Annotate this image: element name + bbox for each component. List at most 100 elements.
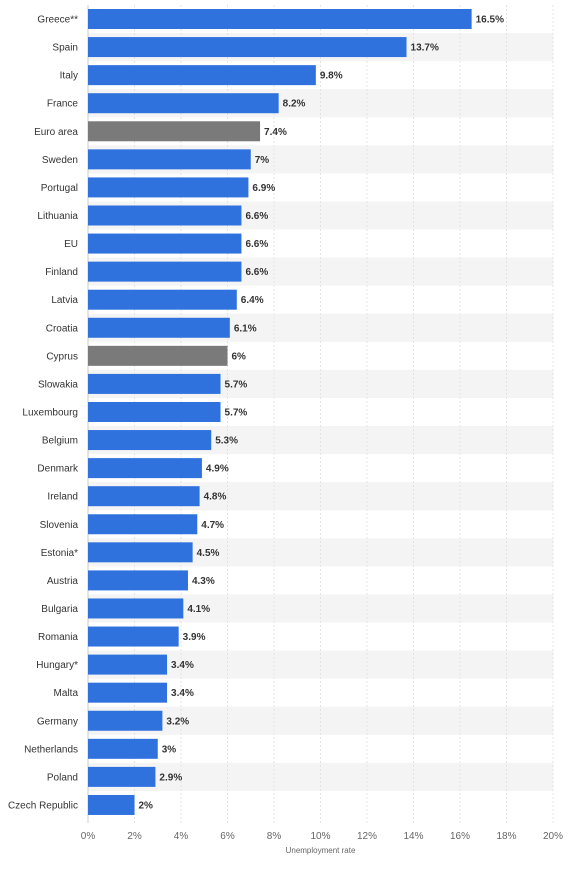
category-label: Denmark xyxy=(37,464,79,475)
x-tick-label: 10% xyxy=(310,831,330,842)
value-label: 4.8% xyxy=(204,492,227,503)
value-label: 6.1% xyxy=(234,323,257,334)
x-tick-label: 6% xyxy=(220,831,235,842)
value-label: 6.9% xyxy=(252,183,275,194)
category-label: Luxembourg xyxy=(22,407,78,418)
bar xyxy=(88,37,407,58)
value-label: 4.1% xyxy=(187,604,210,615)
category-label: Hungary* xyxy=(36,660,78,671)
bar xyxy=(88,710,163,731)
value-label: 6.6% xyxy=(245,267,268,278)
x-tick-label: 0% xyxy=(81,831,96,842)
category-label: Slowakia xyxy=(38,379,78,390)
bar xyxy=(88,289,237,310)
category-label: Belgium xyxy=(42,436,78,447)
value-label: 5.7% xyxy=(225,407,248,418)
category-label: Slovenia xyxy=(40,520,79,531)
value-label: 7.4% xyxy=(264,127,287,138)
value-label: 4.9% xyxy=(206,464,229,475)
value-label: 4.5% xyxy=(197,548,220,559)
bar xyxy=(88,177,249,198)
x-tick-label: 4% xyxy=(174,831,189,842)
bar xyxy=(88,149,251,170)
value-label: 6% xyxy=(232,351,247,362)
category-label: Sweden xyxy=(42,155,78,166)
value-label: 3.2% xyxy=(166,716,189,727)
category-label: Poland xyxy=(47,772,78,783)
category-label: Estonia* xyxy=(41,548,78,559)
category-label: France xyxy=(47,99,79,110)
x-axis-title: Unemployment rate xyxy=(286,846,356,855)
x-axis-ticks: 0% 2% 4% 6% 8% 10% 12% 14% 16% 18% 20% xyxy=(81,831,563,842)
bar xyxy=(88,233,242,254)
category-label: Italy xyxy=(60,71,78,82)
value-label: 3.9% xyxy=(183,632,206,643)
category-label: EU xyxy=(64,239,78,250)
value-label: 13.7% xyxy=(411,43,439,54)
value-label: 4.7% xyxy=(201,520,224,531)
category-label: Croatia xyxy=(46,323,79,334)
bar xyxy=(88,542,193,563)
value-label: 5.3% xyxy=(215,436,238,447)
bar xyxy=(88,65,316,86)
bar xyxy=(88,598,184,619)
bar xyxy=(88,794,135,815)
x-tick-label: 8% xyxy=(267,831,282,842)
bar xyxy=(88,766,156,787)
x-tick-label: 2% xyxy=(127,831,142,842)
value-label: 3% xyxy=(162,744,177,755)
category-label: Portugal xyxy=(41,183,78,194)
value-label: 8.2% xyxy=(283,99,306,110)
bar xyxy=(88,121,261,142)
category-label: Euro area xyxy=(34,127,78,138)
bar xyxy=(88,682,168,703)
bar xyxy=(88,458,202,479)
bar xyxy=(88,486,200,507)
value-labels: 16.5% 13.7% 9.8% 8.2% 7.4% 7% 6.9% 6.6% 6.6% 6.6%… xyxy=(139,15,505,812)
value-label: 6.6% xyxy=(245,239,268,250)
bar xyxy=(88,317,230,338)
x-tick-label: 12% xyxy=(357,831,377,842)
category-label: Latvia xyxy=(51,295,78,306)
bar xyxy=(88,373,221,394)
value-label: 9.8% xyxy=(320,71,343,82)
bar xyxy=(88,514,198,535)
bar xyxy=(88,345,228,366)
value-label: 3.4% xyxy=(171,688,194,699)
value-label: 4.3% xyxy=(192,576,215,587)
category-label: Romania xyxy=(38,632,78,643)
value-label: 5.7% xyxy=(225,379,248,390)
bar xyxy=(88,738,158,759)
x-tick-label: 18% xyxy=(496,831,516,842)
value-label: 16.5% xyxy=(476,15,504,26)
x-tick-label: 16% xyxy=(450,831,470,842)
bar xyxy=(88,570,188,591)
value-label: 6.4% xyxy=(241,295,264,306)
x-tick-label: 14% xyxy=(403,831,423,842)
category-label: Lithuania xyxy=(37,211,78,222)
bar xyxy=(88,401,221,422)
category-label: Spain xyxy=(52,43,78,54)
category-labels: Greece** Spain Italy France Euro area Sweden P… xyxy=(8,15,79,812)
category-label: Netherlands xyxy=(24,744,78,755)
category-label: Ireland xyxy=(47,492,78,503)
value-label: 7% xyxy=(255,155,270,166)
category-label: Germany xyxy=(37,716,78,727)
value-label: 6.6% xyxy=(245,211,268,222)
bar xyxy=(88,205,242,226)
value-label: 3.4% xyxy=(171,660,194,671)
bars xyxy=(88,9,472,815)
category-label: Malta xyxy=(54,688,79,699)
category-label: Czech Republic xyxy=(8,800,78,811)
category-label: Bulgaria xyxy=(41,604,78,615)
category-label: Cyprus xyxy=(46,351,78,362)
category-label: Greece** xyxy=(37,15,78,26)
category-label: Austria xyxy=(47,576,79,587)
bar xyxy=(88,430,212,451)
bar xyxy=(88,93,279,114)
value-label: 2% xyxy=(139,800,154,811)
category-label: Finland xyxy=(45,267,78,278)
bar xyxy=(88,261,242,282)
x-tick-label: 20% xyxy=(543,831,563,842)
